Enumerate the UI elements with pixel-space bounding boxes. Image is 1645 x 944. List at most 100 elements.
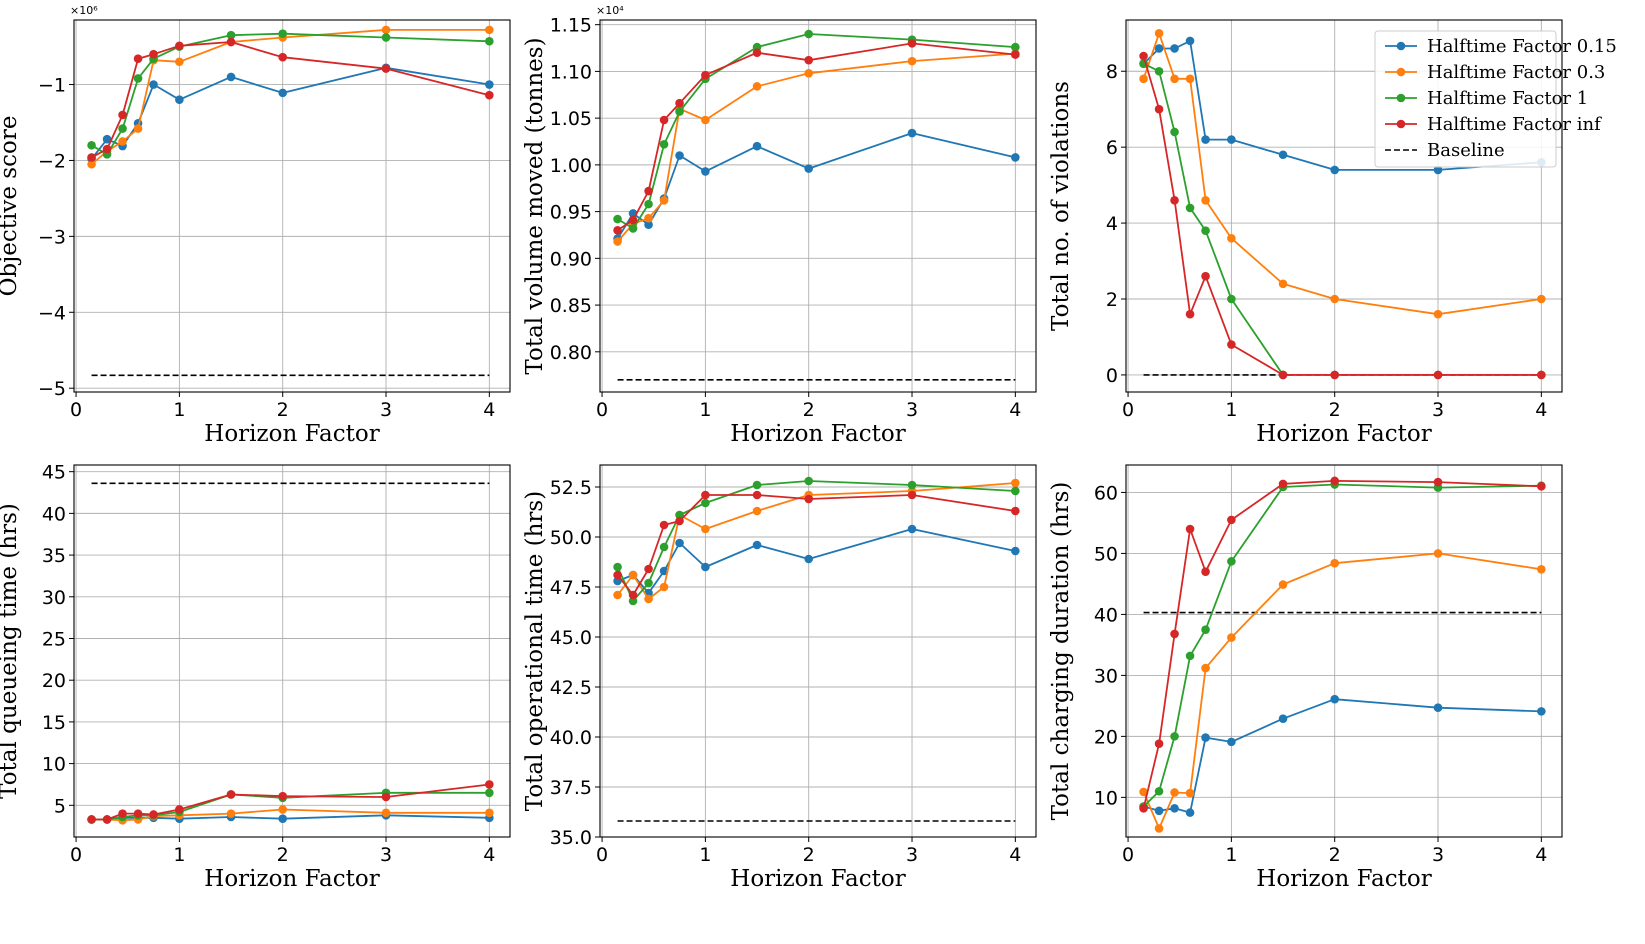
series-line-hf-0-3 [616,482,1016,600]
data-point-hf-inf [752,490,762,500]
data-point-hf-1 [485,788,494,798]
data-point-hf-0-15 [907,524,917,534]
y-tick-label: 47.5 [550,577,592,599]
data-point-hf-1 [226,30,236,40]
data-point-hf-0-15 [1170,804,1179,813]
data-point-hf-0-3 [1170,74,1179,84]
x-axis-label: Horizon Factor [730,421,905,447]
x-tick-label: 0 [1122,399,1134,421]
x-tick-label: 2 [803,399,815,421]
data-point-hf-0-3 [1433,309,1443,319]
data-point-hf-inf [381,64,391,73]
data-point-hf-1 [1201,625,1210,634]
data-point-hf-0-3 [1227,233,1236,243]
data-point-hf-0-3 [1537,294,1546,304]
data-point-hf-inf [613,226,622,235]
data-point-hf-inf [1011,50,1020,59]
data-point-hf-0-3 [1537,564,1546,574]
data-point-hf-0-3 [613,590,622,600]
data-point-hf-0-15 [1011,546,1020,556]
data-point-hf-inf [701,490,710,500]
data-point-hf-inf [659,520,669,530]
data-point-hf-0-3 [1139,787,1148,797]
y-axis-label: Total queueing time (hrs) [0,503,22,799]
axis-exponent: ×10⁴ [596,4,624,17]
series-line-hf-inf [1142,55,1542,376]
data-point-hf-0-15 [175,95,184,105]
data-point-hf-inf [1278,479,1288,489]
data-point-hf-0-15 [907,128,917,138]
x-tick-label: 3 [380,844,392,866]
data-point-hf-1 [644,578,653,588]
data-point-hf-0-15 [701,562,710,572]
y-tick-label: 8 [1106,61,1118,83]
data-point-hf-1 [659,542,669,552]
x-tick-label: 1 [173,844,185,866]
data-point-hf-0-3 [1330,558,1340,568]
data-point-hf-1 [1201,226,1210,235]
data-point-hf-0-3 [1185,74,1195,84]
data-point-hf-0-3 [1278,279,1288,289]
data-point-hf-0-15 [226,72,236,82]
data-point-hf-inf [628,590,638,600]
data-point-hf-inf [804,55,814,65]
x-tick-label: 2 [803,844,815,866]
legend-swatch-marker [1396,67,1406,77]
y-axis-label: Total volume moved (tonnes) [522,37,548,374]
data-point-hf-inf [752,48,762,58]
x-tick-label: 0 [70,399,82,421]
x-tick-label: 4 [1535,399,1547,421]
data-point-hf-0-15 [752,141,762,151]
data-point-hf-inf [1227,340,1236,349]
y-tick-label: 40 [1094,604,1118,626]
y-axis-label: Objective score [0,116,22,297]
data-point-hf-0-15 [1201,733,1210,742]
data-point-hf-0-3 [613,237,622,246]
y-tick-label: 40.0 [550,727,592,749]
data-point-hf-inf [1433,370,1443,380]
data-point-hf-0-15 [1537,707,1546,716]
y-axis-label: Total charging duration (hrs) [1048,482,1074,821]
x-tick-label: 0 [596,399,608,421]
data-point-hf-inf [1278,370,1288,380]
x-axis-label: Horizon Factor [730,866,905,892]
data-point-hf-0-3 [1185,788,1195,798]
data-point-hf-inf [1011,506,1020,516]
data-point-hf-1 [907,480,917,490]
data-point-hf-0-3 [485,808,494,818]
x-tick-label: 4 [1009,399,1021,421]
data-point-hf-0-3 [485,25,494,35]
y-tick-label: −1 [38,75,66,97]
x-tick-label: 4 [1009,844,1021,866]
data-point-hf-inf [644,186,653,196]
data-point-hf-inf [102,815,112,824]
y-tick-label: 25 [42,628,66,650]
data-point-hf-inf [1201,271,1210,281]
x-axis-label: Horizon Factor [204,866,379,892]
data-point-hf-0-3 [278,805,288,814]
x-tick-label: 1 [173,399,185,421]
data-point-hf-0-15 [1011,153,1020,162]
data-point-hf-1 [1154,66,1164,76]
y-axis-label: Total operational time (hrs) [522,491,548,811]
x-tick-label: 2 [277,399,289,421]
data-point-hf-1 [659,140,669,149]
data-point-hf-1 [613,562,622,572]
y-tick-label: 30 [42,587,66,609]
data-point-hf-0-15 [278,814,288,823]
data-point-hf-0-15 [804,164,814,173]
data-point-hf-1 [804,476,814,486]
data-point-hf-1 [804,29,814,39]
data-point-hf-inf [149,49,158,59]
y-tick-label: 10 [42,754,66,776]
data-point-hf-0-3 [804,68,814,78]
data-point-hf-0-15 [1433,703,1443,713]
data-point-hf-0-15 [701,167,710,176]
legend-swatch-marker [1396,93,1406,103]
data-point-hf-0-3 [1433,549,1443,558]
data-point-hf-inf [87,815,96,824]
data-point-hf-0-3 [1154,824,1164,833]
data-point-hf-0-3 [701,115,710,125]
series-line-hf-1 [617,33,1016,230]
data-point-hf-0-3 [1201,196,1210,205]
